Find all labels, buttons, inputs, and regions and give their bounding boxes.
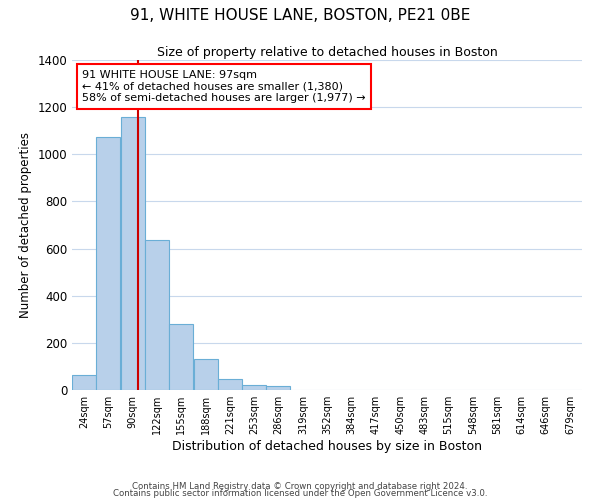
Text: 91 WHITE HOUSE LANE: 97sqm
← 41% of detached houses are smaller (1,380)
58% of s: 91 WHITE HOUSE LANE: 97sqm ← 41% of deta… (82, 70, 366, 103)
Bar (72, 374, 96, 390)
Bar (266, 386, 290, 390)
Bar (169, 324, 193, 390)
Bar (242, 386, 266, 390)
Y-axis label: Number of detached properties: Number of detached properties (19, 132, 32, 318)
Bar (121, 116, 145, 390)
Bar (145, 240, 169, 390)
X-axis label: Distribution of detached houses by size in Boston: Distribution of detached houses by size … (172, 440, 482, 453)
Title: Size of property relative to detached houses in Boston: Size of property relative to detached ho… (157, 46, 497, 59)
Bar (194, 360, 218, 390)
Bar (218, 379, 242, 390)
Bar (97, 136, 120, 390)
Text: Contains HM Land Registry data © Crown copyright and database right 2024.: Contains HM Land Registry data © Crown c… (132, 482, 468, 491)
Text: 91, WHITE HOUSE LANE, BOSTON, PE21 0BE: 91, WHITE HOUSE LANE, BOSTON, PE21 0BE (130, 8, 470, 22)
Text: Contains public sector information licensed under the Open Government Licence v3: Contains public sector information licen… (113, 490, 487, 498)
